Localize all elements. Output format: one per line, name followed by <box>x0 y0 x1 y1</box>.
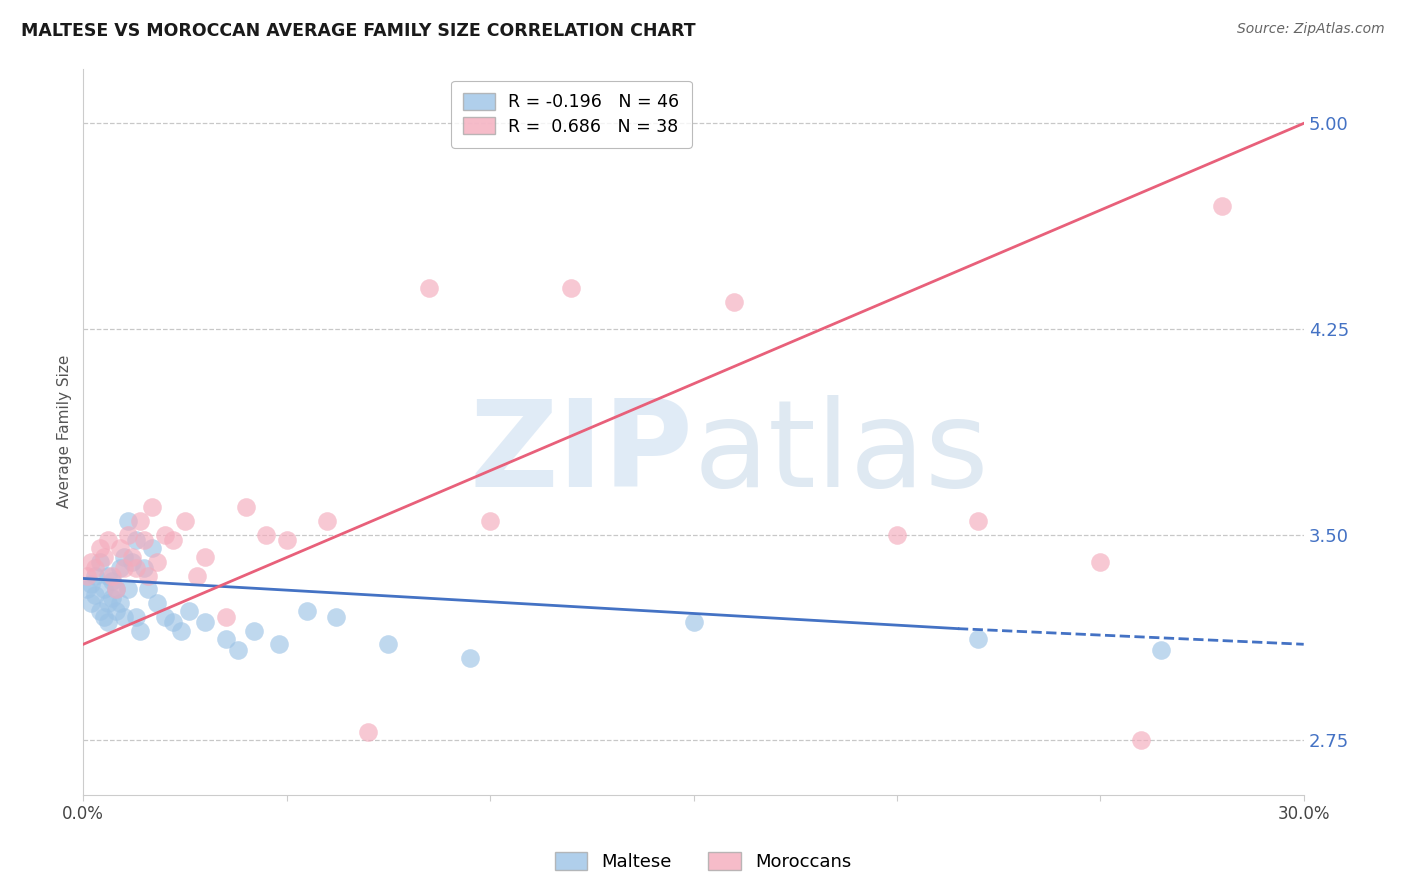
Point <box>134 533 156 547</box>
Point <box>93 582 115 597</box>
Point <box>886 527 908 541</box>
Point <box>138 582 160 597</box>
Point <box>186 568 208 582</box>
Point <box>1090 555 1112 569</box>
Point <box>162 615 184 630</box>
Point <box>100 574 122 589</box>
Point <box>145 596 167 610</box>
Point <box>267 637 290 651</box>
Point <box>104 604 127 618</box>
Point <box>100 591 122 605</box>
Point <box>276 533 298 547</box>
Point <box>80 577 103 591</box>
Point <box>125 610 148 624</box>
Point <box>458 651 481 665</box>
Point <box>97 596 120 610</box>
Point <box>97 533 120 547</box>
Point <box>93 610 115 624</box>
Point <box>194 615 217 630</box>
Point <box>76 568 98 582</box>
Point <box>125 533 148 547</box>
Point <box>967 514 990 528</box>
Point <box>117 582 139 597</box>
Point <box>108 596 131 610</box>
Legend: Maltese, Moroccans: Maltese, Moroccans <box>547 846 859 879</box>
Point <box>84 588 107 602</box>
Point <box>177 604 200 618</box>
Point <box>235 500 257 515</box>
Point <box>357 725 380 739</box>
Point <box>112 560 135 574</box>
Point <box>153 527 176 541</box>
Point <box>141 500 163 515</box>
Point <box>97 615 120 630</box>
Point <box>174 514 197 528</box>
Point <box>325 610 347 624</box>
Point <box>104 582 127 597</box>
Point <box>215 610 238 624</box>
Point <box>80 555 103 569</box>
Point <box>84 560 107 574</box>
Point <box>89 541 111 556</box>
Point <box>93 549 115 564</box>
Point <box>723 294 745 309</box>
Point <box>377 637 399 651</box>
Point <box>145 555 167 569</box>
Point <box>89 555 111 569</box>
Point <box>84 568 107 582</box>
Point <box>117 514 139 528</box>
Text: MALTESE VS MOROCCAN AVERAGE FAMILY SIZE CORRELATION CHART: MALTESE VS MOROCCAN AVERAGE FAMILY SIZE … <box>21 22 696 40</box>
Point <box>104 582 127 597</box>
Point <box>125 560 148 574</box>
Point <box>1150 642 1173 657</box>
Point <box>138 568 160 582</box>
Point <box>254 527 277 541</box>
Point <box>117 527 139 541</box>
Point <box>121 549 143 564</box>
Point <box>112 549 135 564</box>
Point <box>162 533 184 547</box>
Point <box>100 568 122 582</box>
Point <box>967 632 990 646</box>
Point <box>108 560 131 574</box>
Point <box>1211 198 1233 212</box>
Point <box>316 514 339 528</box>
Y-axis label: Average Family Size: Average Family Size <box>58 355 72 508</box>
Point <box>76 582 98 597</box>
Point <box>141 541 163 556</box>
Point <box>97 568 120 582</box>
Point <box>243 624 266 638</box>
Point <box>134 560 156 574</box>
Point <box>215 632 238 646</box>
Point <box>295 604 318 618</box>
Point <box>80 596 103 610</box>
Text: atlas: atlas <box>693 395 990 512</box>
Point <box>129 624 152 638</box>
Point <box>479 514 502 528</box>
Text: Source: ZipAtlas.com: Source: ZipAtlas.com <box>1237 22 1385 37</box>
Point <box>153 610 176 624</box>
Legend: R = -0.196   N = 46, R =  0.686   N = 38: R = -0.196 N = 46, R = 0.686 N = 38 <box>451 81 692 148</box>
Point <box>682 615 704 630</box>
Point <box>226 642 249 657</box>
Point <box>129 514 152 528</box>
Point <box>170 624 193 638</box>
Point <box>112 610 135 624</box>
Point <box>194 549 217 564</box>
Point <box>121 555 143 569</box>
Point <box>560 281 582 295</box>
Point <box>418 281 440 295</box>
Text: ZIP: ZIP <box>470 395 693 512</box>
Point <box>89 604 111 618</box>
Point <box>1130 733 1153 747</box>
Point <box>108 541 131 556</box>
